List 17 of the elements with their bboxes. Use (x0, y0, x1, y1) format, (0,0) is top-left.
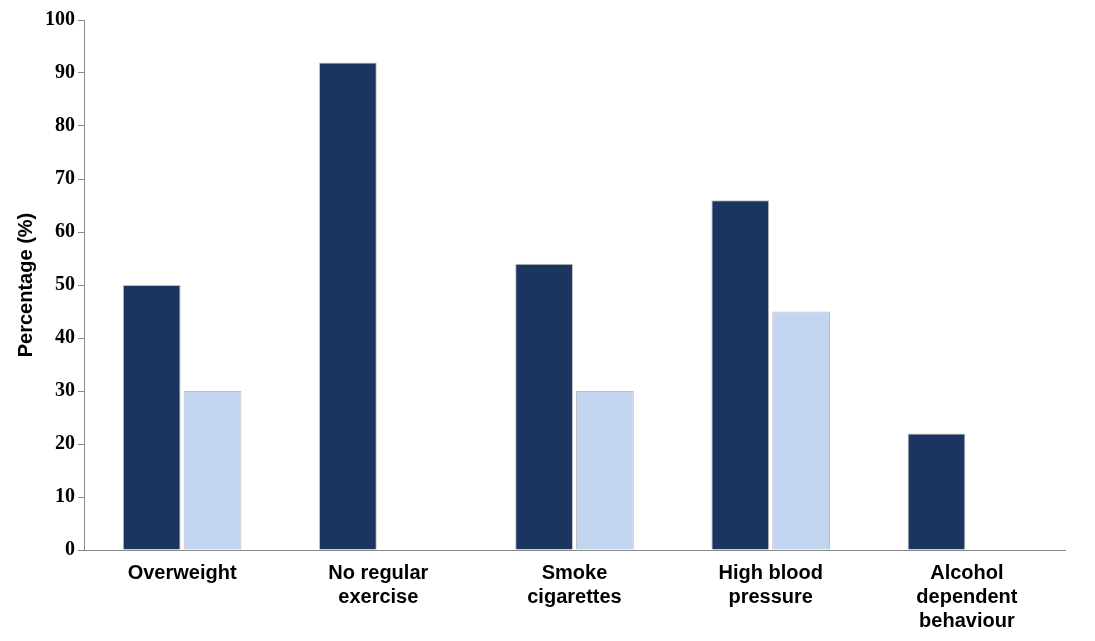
x-tick-label: High blood pressure (718, 560, 823, 607)
y-tick-label: 50 (55, 272, 75, 295)
y-tick-label: 10 (55, 484, 75, 507)
y-tick-label: 80 (55, 113, 75, 136)
y-tick-label: 60 (55, 219, 75, 242)
y-tick-label: 20 (55, 431, 75, 454)
y-tick-label: 30 (55, 378, 75, 401)
x-tick-label: Smoke cigarettes (527, 560, 622, 607)
y-tick-label: 90 (55, 60, 75, 83)
x-tick-label: Alcohol dependent behaviour (916, 560, 1018, 631)
x-tick-label: No regular exercise (328, 560, 429, 607)
y-tick-label: 0 (65, 537, 75, 560)
y-tick-label: 70 (55, 166, 75, 189)
y-tick-label: 100 (45, 7, 75, 30)
y-tick-label: 40 (55, 325, 75, 348)
x-tick-label: Overweight (127, 560, 237, 583)
y-axis-title: Percentage (%) (13, 212, 36, 358)
